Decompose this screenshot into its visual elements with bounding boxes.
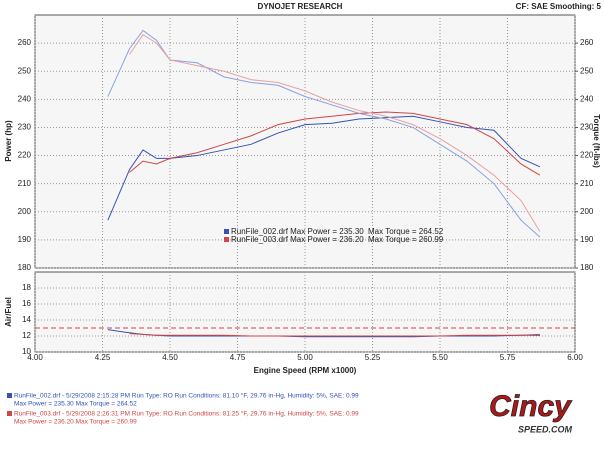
data-line xyxy=(129,111,541,176)
title: DYNOJET RESEARCH xyxy=(258,2,343,11)
y2-tick-label: 260 xyxy=(580,38,594,47)
y2-tick-label: 190 xyxy=(580,235,594,244)
y-tick-label: 190 xyxy=(18,235,32,244)
x-tick-label: 4.75 xyxy=(230,353,246,362)
y-tick-label: 220 xyxy=(18,151,32,160)
x-tick-label: 5.75 xyxy=(500,353,516,362)
x-tick-label: 4.00 xyxy=(27,353,43,362)
legend-text: RunFile_003.drf Max Power = 236.20 xyxy=(231,235,364,244)
legend-torque: Max Torque = 264.52 xyxy=(368,227,444,236)
x-tick-label: 5.00 xyxy=(297,353,313,362)
y2-tick-label: 230 xyxy=(580,123,594,132)
y-tick-label: 240 xyxy=(18,94,32,103)
run-info: RunFile_003.drf - 5/29/2008 2:26:31 PM R… xyxy=(14,410,359,418)
settings: CF: SAE Smoothing: 5 xyxy=(516,2,602,11)
y-tick-label: 230 xyxy=(18,123,32,132)
y-tick-label: 200 xyxy=(18,207,32,216)
data-line xyxy=(129,333,540,337)
logo-sub: SPEED.COM xyxy=(518,424,573,434)
logo: Cincy xyxy=(489,390,572,423)
legend-torque: Max Torque = 260.99 xyxy=(368,235,444,244)
y2-tick-label: 210 xyxy=(580,179,594,188)
y2-tick-label: 220 xyxy=(580,151,594,160)
x-tick-label: 4.50 xyxy=(162,353,178,362)
y-tick-label: 250 xyxy=(18,66,32,75)
run-swatch xyxy=(7,411,12,416)
y-tick-label: 260 xyxy=(18,38,32,47)
x-tick-label: 4.25 xyxy=(95,353,111,362)
torque-line xyxy=(129,33,541,232)
y-tick-label: 18 xyxy=(22,283,31,292)
afr-axis-label: Air/Fuel xyxy=(4,297,13,327)
y2-axis-label: Torque (ft-lbs) xyxy=(592,114,601,168)
y2-tick-label: 250 xyxy=(580,66,594,75)
legend-swatch xyxy=(224,237,229,242)
y-tick-label: 14 xyxy=(22,315,31,324)
y-axis-label: Power (hp) xyxy=(4,120,13,162)
y-tick-label: 180 xyxy=(18,263,32,272)
x-axis-label: Engine Speed (RPM x1000) xyxy=(254,366,357,375)
y-tick-label: 16 xyxy=(22,299,31,308)
torque-line xyxy=(107,29,541,238)
x-tick-label: 6.00 xyxy=(567,353,583,362)
y-tick-label: 12 xyxy=(22,331,31,340)
y2-tick-label: 200 xyxy=(580,207,594,216)
run-max: Max Power = 235.30 Max Torque = 264.52 xyxy=(14,401,137,408)
legend-swatch xyxy=(224,229,229,234)
run-max: Max Power = 236.20 Max Torque = 260.99 xyxy=(14,419,137,426)
legend-text: RunFile_002.drf Max Power = 235.30 xyxy=(231,227,364,236)
y-tick-label: 10 xyxy=(22,347,31,356)
y2-tick-label: 180 xyxy=(580,263,594,272)
run-info: RunFile_002.drf - 5/29/2008 2:15:28 PM R… xyxy=(14,392,359,400)
x-tick-label: 5.25 xyxy=(365,353,381,362)
y2-tick-label: 240 xyxy=(580,94,594,103)
x-tick-label: 5.50 xyxy=(432,353,448,362)
y-tick-label: 210 xyxy=(18,179,32,188)
run-swatch xyxy=(7,393,12,398)
data-line xyxy=(107,115,541,221)
